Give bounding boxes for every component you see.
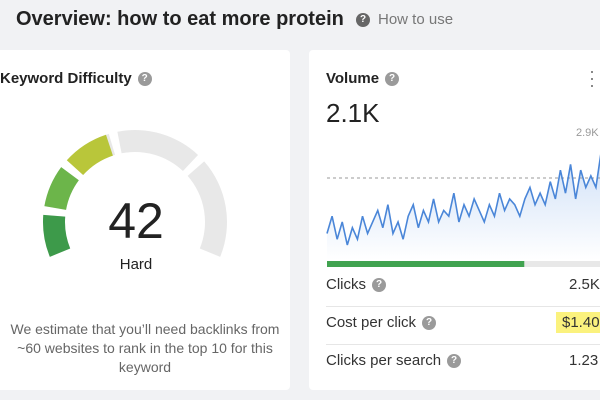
gauge-fill	[66, 134, 113, 176]
difficulty-title: Keyword Difficulty?	[0, 70, 152, 87]
row-label: Cost per click?	[326, 314, 437, 331]
page-title: Overview: how to eat more protein	[16, 8, 344, 30]
difficulty-title-text: Keyword Difficulty	[0, 70, 132, 87]
row-label: Clicks per search?	[326, 352, 462, 369]
volume-value: 2.1K	[326, 98, 380, 128]
volume-card: Volume? · · · 2.1K 2.9K Clicks? 2.5K Cost pe…	[309, 50, 600, 390]
max-label: 2.9K	[576, 127, 599, 139]
help-icon: ?	[372, 278, 386, 293]
row-separator	[326, 306, 600, 307]
help-icon: ?	[385, 72, 400, 87]
how-to-use-text[interactable]: How to use	[378, 11, 454, 28]
clicks-bar	[327, 261, 525, 267]
volume-title-text: Volume	[326, 70, 380, 87]
help-icon: ?	[447, 354, 462, 369]
menu-icon[interactable]: · · ·	[589, 61, 595, 95]
how-to-use[interactable]: ? How to use	[356, 11, 453, 28]
row-separator	[326, 344, 600, 345]
row-value: 1.23	[569, 352, 599, 369]
gauge-track	[117, 130, 199, 172]
help-icon: ?	[356, 13, 370, 28]
sparkline	[326, 154, 600, 267]
row-label-text: Cost per click	[326, 314, 417, 331]
gauge-fill	[44, 167, 79, 210]
gauge-fill	[43, 214, 71, 257]
trend-area	[327, 159, 600, 260]
row-label-text: Clicks per search	[326, 352, 442, 369]
row-label-text: Clicks	[326, 276, 366, 293]
difficulty-label: Hard	[119, 256, 153, 273]
gauge	[43, 130, 227, 257]
gauge-track	[187, 161, 227, 257]
volume-title: Volume?	[326, 70, 400, 87]
difficulty-value: 42	[108, 193, 164, 249]
help-icon: ?	[422, 316, 437, 331]
trend-line	[326, 154, 600, 246]
difficulty-card: Keyword Difficulty? 42 Hard We estimate …	[0, 50, 290, 390]
row-value: $1.40	[556, 312, 600, 333]
row-value: 2.5K	[569, 276, 600, 293]
difficulty-description: We estimate that you’ll need backlinks f…	[10, 321, 280, 375]
row-label: Clicks?	[326, 276, 386, 293]
help-icon: ?	[137, 72, 152, 87]
